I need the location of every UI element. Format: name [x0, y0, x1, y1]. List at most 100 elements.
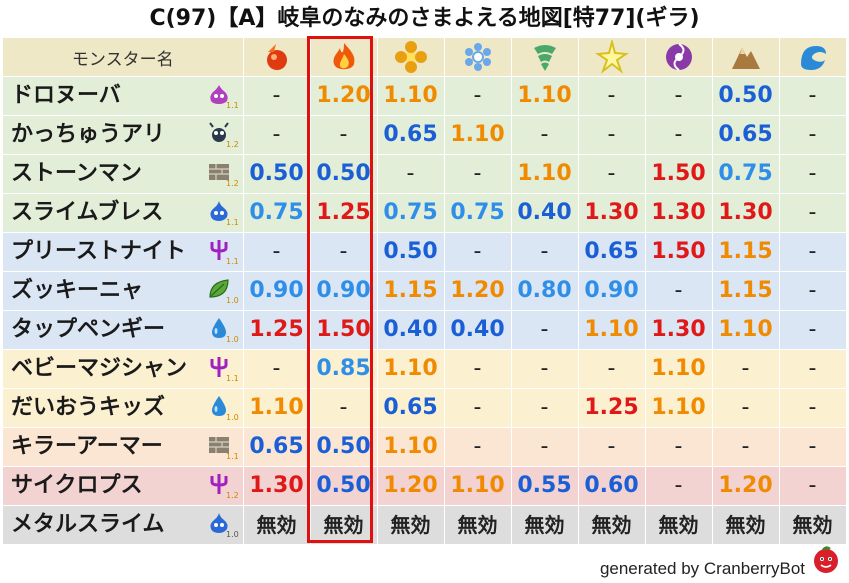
resistance-value: - [578, 76, 646, 116]
resistance-value: 無効 [444, 505, 512, 545]
monster-name-cell: サイクロプス 1.2 [3, 466, 244, 506]
resistance-value: - [578, 154, 646, 194]
resistance-value: 1.10 [377, 349, 445, 389]
element-header-3 [444, 38, 512, 77]
resistance-value: 1.25 [578, 388, 646, 428]
resistance-value: - [444, 349, 512, 389]
resistance-value: 0.90 [243, 271, 311, 311]
monster-name: ストーンマン [11, 161, 142, 186]
trident-icon [210, 240, 228, 260]
table-row: タップペンギー 1.0 1.25 1.50 0.40 0.40-1.10 1.30 1.10- [3, 310, 847, 350]
insect-icon [209, 122, 229, 142]
resistance-value: - [444, 427, 512, 467]
resistance-value: - [444, 76, 512, 116]
monster-name: メタルスライム [11, 512, 165, 537]
resistance-value: - [511, 427, 579, 467]
slime-blue-icon [210, 201, 228, 221]
resistance-value: - [645, 271, 713, 311]
resistance-value: 無効 [712, 505, 780, 545]
resistance-value: 1.15 [712, 232, 780, 272]
monster-name: スライムブレス [11, 200, 164, 225]
resistance-value: 1.20 [377, 466, 445, 506]
monster-name: ズッキーニャ [11, 278, 144, 303]
resistance-value: - [712, 427, 780, 467]
table-row: メタルスライム 1.0 無効 無効 無効 無効 無効 無効 無効 無効 無効 [3, 505, 847, 545]
table-row: スライムブレス 1.1 0.75 1.25 0.75 0.75 0.40 1.30 1.30 1.… [3, 193, 847, 233]
monster-rank: 1.0 [226, 335, 239, 344]
resistance-value: 1.30 [645, 193, 713, 233]
doruma-icon [646, 40, 712, 74]
dein-icon [579, 40, 645, 74]
resistance-value: - [779, 232, 847, 272]
resistance-value: 1.30 [243, 466, 311, 506]
footer-credit: generated by CranberryBot [599, 559, 805, 578]
resistance-value: - [779, 310, 847, 350]
trident-icon [210, 474, 228, 494]
resistance-value: 1.50 [310, 310, 378, 350]
resistance-value: 0.65 [578, 232, 646, 272]
resistance-value: 0.90 [578, 271, 646, 311]
element-header-7 [712, 38, 780, 77]
monster-name-cell: ズッキーニャ 1.0 [3, 271, 244, 311]
resistance-value: - [243, 232, 311, 272]
resistance-value: - [578, 115, 646, 155]
monster-rank: 1.1 [226, 452, 239, 461]
resistance-value: 0.50 [712, 76, 780, 116]
resistance-value: - [779, 193, 847, 233]
resistance-value: 1.50 [645, 232, 713, 272]
slime-purple-icon [210, 85, 228, 104]
monster-name-cell: タップペンギー 1.0 [3, 310, 244, 350]
resistance-value: 無効 [578, 505, 646, 545]
resistance-value: - [511, 349, 579, 389]
element-header-1 [310, 38, 378, 77]
resistance-value: 1.10 [444, 115, 512, 155]
resistance-value: 1.10 [712, 310, 780, 350]
resistance-value: - [645, 76, 713, 116]
resistance-value: 0.50 [243, 154, 311, 194]
resistance-value: 0.40 [444, 310, 512, 350]
element-header-8 [779, 38, 847, 77]
resistance-value: - [645, 115, 713, 155]
hyado-icon [445, 40, 511, 74]
monster-rank: 1.1 [226, 218, 239, 227]
monster-name-cell: ストーンマン 1.2 [3, 154, 244, 194]
monster-rank: 1.0 [226, 413, 239, 422]
resistance-value: 1.30 [645, 310, 713, 350]
resistance-value: 1.15 [712, 271, 780, 311]
table-row: サイクロプス 1.2 1.30 0.50 1.20 1.10 0.55 0.60-1.20- [3, 466, 847, 506]
monster-name-header: モンスター名 [3, 38, 244, 77]
table-row: だいおうキッズ 1.0 1.10-0.65- -1.25 1.10- - [3, 388, 847, 428]
monster-rank: 1.1 [226, 101, 239, 110]
monster-name-cell: プリーストナイト 1.1 [3, 232, 244, 272]
monster-name: ドロヌーバ [11, 83, 121, 108]
leaf-icon [209, 279, 229, 298]
monster-rank: 1.0 [226, 296, 239, 305]
resistance-table: モンスター名 ドロヌーバ 1.1-1.20 1.10-1.10- -0.50- かっちゅ… [3, 38, 847, 545]
resistance-value: 1.10 [578, 310, 646, 350]
resistance-value: - [511, 115, 579, 155]
monster-rank: 1.1 [226, 374, 239, 383]
resistance-value: 0.40 [377, 310, 445, 350]
resistance-value: 0.65 [377, 115, 445, 155]
resistance-value: 1.25 [243, 310, 311, 350]
monster-rank: 1.1 [226, 257, 239, 266]
brick-icon [209, 164, 229, 180]
resistance-value: - [779, 154, 847, 194]
resistance-value: 1.15 [377, 271, 445, 311]
monster-name: サイクロプス [11, 473, 143, 498]
monster-name-cell: キラーアーマー 1.1 [3, 427, 244, 467]
resistance-value: 無効 [511, 505, 579, 545]
resistance-value: - [310, 115, 378, 155]
resistance-value: 0.75 [712, 154, 780, 194]
resistance-value: 0.40 [511, 193, 579, 233]
resistance-value: - [578, 427, 646, 467]
resistance-value: 0.75 [243, 193, 311, 233]
slime-blue-icon [210, 513, 228, 533]
resistance-value: - [578, 349, 646, 389]
resistance-value: 1.20 [444, 271, 512, 311]
monster-name: プリーストナイト [11, 239, 186, 264]
gira-icon [311, 40, 377, 74]
trident-icon [210, 357, 228, 377]
monster-name: ベビーマジシャン [11, 356, 188, 381]
resistance-value: - [779, 427, 847, 467]
